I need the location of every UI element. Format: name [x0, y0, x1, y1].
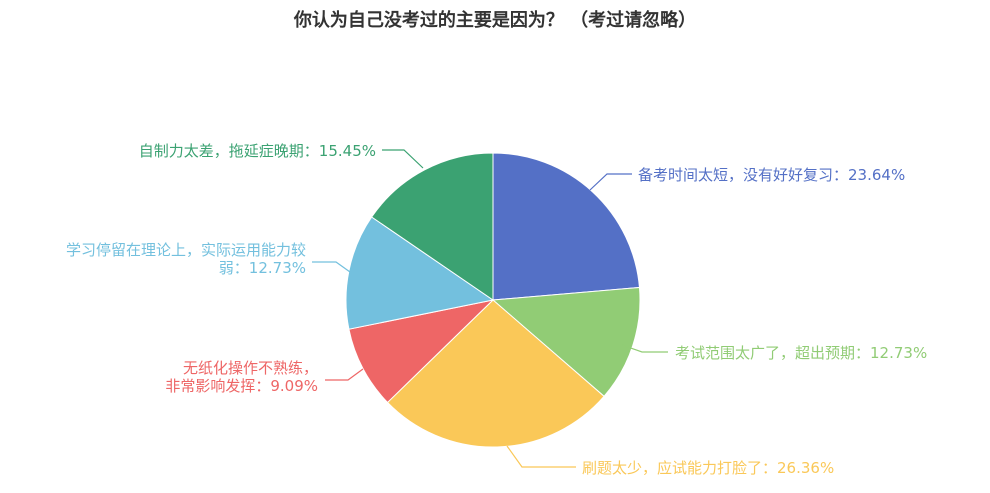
slice-label: 学习停留在理论上，实际运用能力较弱：12.73% [66, 241, 306, 277]
slice-label: 自制力太差，拖延症晚期：15.45% [139, 142, 376, 160]
pie-slice[interactable] [370, 152, 494, 301]
pie-slice[interactable] [491, 286, 641, 398]
slice-label: 考试范围太广了，超出预期：12.73% [675, 344, 927, 362]
label-line [589, 173, 632, 191]
label-line [325, 368, 364, 381]
pie-slice[interactable] [386, 299, 605, 448]
pie-labels: 备考时间太短，没有好好复习：23.64% 考试范围太广了，超出预期：12.73% 刷… [66, 142, 927, 477]
chart-title: 你认为自己没考过的主要是因为？ （考过请忽略） [293, 10, 697, 31]
pie-slice[interactable] [492, 152, 641, 301]
slice-label: 刷题太少，应试能力打脸了：26.36% [582, 459, 834, 477]
slice-label: 无纸化操作不熟练，非常影响发挥：9.09% [165, 359, 318, 395]
label-line [506, 445, 576, 468]
pie-slices [345, 152, 641, 448]
pie-slice[interactable] [348, 299, 495, 404]
label-line [382, 149, 424, 169]
slice-label: 备考时间太短，没有好好复习：23.64% [638, 166, 905, 184]
label-line [312, 261, 351, 273]
label-line [621, 344, 668, 353]
